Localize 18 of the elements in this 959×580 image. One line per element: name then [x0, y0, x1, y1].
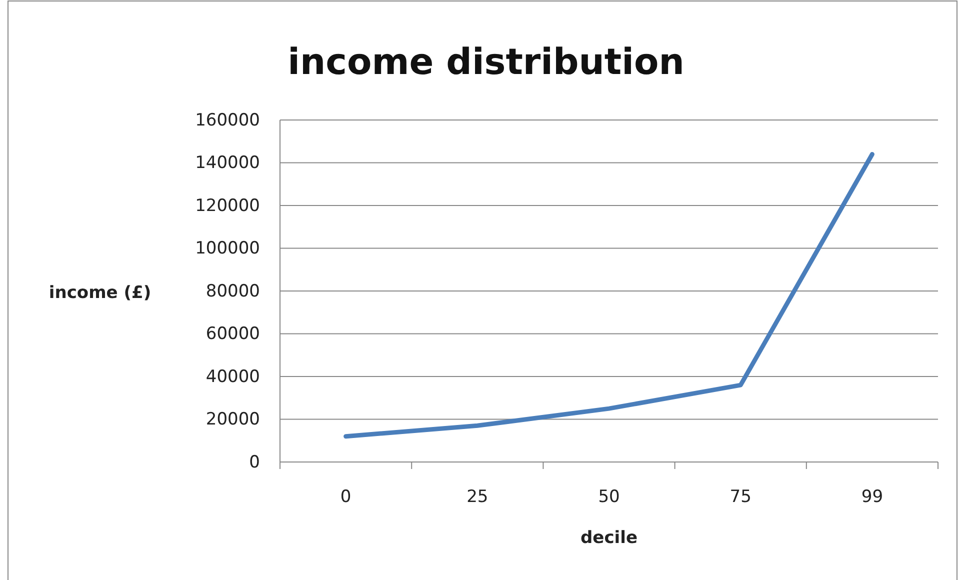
y-tick-label: 0: [249, 452, 260, 472]
y-tick-label: 120000: [195, 196, 260, 216]
y-tick-label: 60000: [206, 324, 260, 344]
y-axis-title: income (£): [48, 283, 152, 303]
y-tick-label: 160000: [195, 110, 260, 130]
y-tick-label: 80000: [206, 281, 260, 302]
chart-title: income distribution: [288, 42, 684, 83]
y-tick-label: 140000: [195, 153, 260, 174]
x-tick-label: 99: [861, 487, 884, 508]
x-tick-label: 75: [730, 487, 752, 508]
y-tick-label: 40000: [206, 366, 260, 387]
line-series: [344, 152, 874, 439]
x-tick-label: 50: [598, 487, 620, 508]
y-tick-label: 100000: [195, 238, 260, 259]
x-tick-label: 25: [466, 487, 488, 508]
y-tick-label: 20000: [206, 410, 260, 430]
x-axis-title: decile: [580, 528, 638, 548]
x-tick-label: 0: [340, 487, 352, 508]
